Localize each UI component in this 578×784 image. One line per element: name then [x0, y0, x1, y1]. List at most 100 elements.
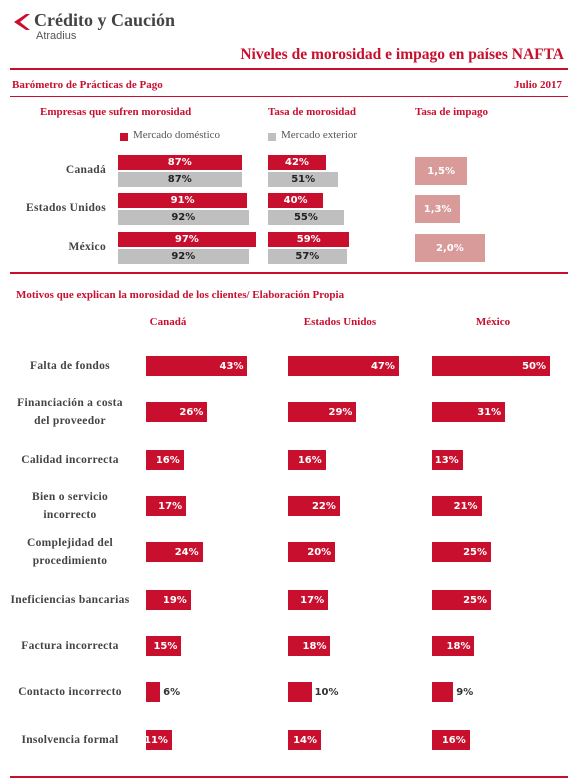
- value-label: 29%: [328, 406, 353, 418]
- bar: 10%: [288, 682, 339, 702]
- value-label: 92%: [171, 212, 196, 223]
- bar: 13%: [432, 450, 463, 470]
- value-label: 25%: [463, 546, 487, 558]
- bar: 18%: [288, 636, 331, 656]
- value-label: 92%: [171, 251, 196, 262]
- value-label: 87%: [167, 174, 192, 185]
- value-label: 16%: [155, 454, 180, 466]
- bar: 24%: [146, 542, 203, 562]
- bar: 31%: [432, 402, 506, 422]
- category-label: Factura incorrecta: [21, 640, 119, 652]
- bar: 25%: [432, 590, 491, 610]
- brand-sub: Atradius: [36, 30, 77, 42]
- value-label: 59%: [296, 234, 321, 245]
- category-label: Contacto incorrecto: [18, 686, 122, 698]
- category-label: Ineficiencias bancarias: [10, 594, 130, 606]
- value-label: 16%: [441, 734, 466, 746]
- value-label: 18%: [302, 640, 327, 652]
- column-title: México: [475, 316, 511, 328]
- bar: 25%: [432, 542, 491, 562]
- bar: 55%: [268, 210, 344, 225]
- bar: 20%: [288, 542, 336, 562]
- value-label: 18%: [446, 640, 471, 652]
- value-label: 91%: [170, 195, 195, 206]
- value-label: 26%: [179, 406, 204, 418]
- bar: 16%: [432, 730, 470, 750]
- bar: 17%: [146, 496, 187, 516]
- bar: 57%: [268, 249, 347, 264]
- category-label: Insolvencia formal: [21, 734, 119, 746]
- value-label: 9%: [456, 686, 474, 698]
- category-label: México: [68, 241, 106, 253]
- bar: 87%: [118, 155, 242, 170]
- legend-swatch: [268, 133, 276, 141]
- logo-mark: [14, 14, 30, 30]
- bar: 51%: [268, 172, 339, 187]
- bar: 15%: [146, 636, 182, 656]
- category-label: Calidad incorrecta: [21, 454, 119, 466]
- value-label: 15%: [153, 640, 178, 652]
- column-title: Tasa de morosidad: [268, 106, 357, 118]
- divider: [10, 776, 568, 778]
- value-label: 42%: [285, 157, 309, 168]
- value-label: 55%: [293, 212, 318, 223]
- divider: [10, 96, 568, 97]
- divider: [10, 68, 568, 70]
- bar: 91%: [118, 193, 248, 208]
- bar: 17%: [288, 590, 329, 610]
- bar: 18%: [432, 636, 475, 656]
- bar: 40%: [268, 193, 324, 208]
- category-label: Financiación a costa del proveedor: [17, 397, 123, 427]
- bar: 11%: [144, 730, 172, 750]
- value-label: 20%: [307, 546, 332, 558]
- category-label: Falta de fondos: [30, 360, 110, 372]
- column-title: Empresas que sufren morosidad: [40, 106, 192, 118]
- legend-label: Mercado exterior: [281, 129, 358, 141]
- bar: 16%: [146, 450, 184, 470]
- category-label: Canadá: [65, 164, 106, 176]
- bar: 14%: [288, 730, 322, 750]
- section-date: Julio 2017: [514, 79, 562, 91]
- value-label: 43%: [219, 360, 244, 372]
- value-label: 24%: [174, 546, 199, 558]
- legend-label: Mercado doméstico: [133, 129, 221, 141]
- value-label: 57%: [295, 251, 320, 262]
- value-label: 19%: [162, 594, 187, 606]
- value-label: 10%: [314, 686, 339, 698]
- category-label: Estados Unidos: [26, 202, 106, 214]
- bar: 1,3%: [415, 195, 461, 223]
- value-label: 51%: [291, 174, 316, 185]
- value-label: 13%: [434, 454, 459, 466]
- value-label: 14%: [293, 734, 318, 746]
- legend-swatch: [120, 133, 128, 141]
- value-label: 11%: [144, 734, 168, 746]
- column-title: Canadá: [149, 316, 187, 328]
- value-label: 25%: [463, 594, 487, 606]
- value-label: 31%: [477, 406, 502, 418]
- column-title: Estados Unidos: [303, 316, 377, 328]
- value-label: 17%: [158, 500, 183, 512]
- value-label: 22%: [311, 500, 336, 512]
- value-label: 1,5%: [427, 165, 456, 177]
- category-label: Complejidad del procedimiento: [27, 537, 113, 567]
- bar: 19%: [146, 590, 191, 610]
- bar: 9%: [432, 682, 473, 702]
- bar: 1,5%: [415, 157, 468, 185]
- bar: 97%: [118, 232, 256, 247]
- bar: 47%: [288, 356, 399, 376]
- brand: Crédito y Caución: [34, 10, 175, 30]
- value-label: 97%: [174, 234, 199, 245]
- value-label: 1,3%: [423, 203, 452, 215]
- bar: 26%: [146, 402, 208, 422]
- section-title: Barómetro de Prácticas de Pago: [12, 79, 163, 91]
- value-label: 50%: [522, 360, 546, 372]
- value-label: 16%: [297, 454, 322, 466]
- bar: 22%: [288, 496, 340, 516]
- bar: 43%: [146, 356, 248, 376]
- category-label: Bien o servicio incorrecto: [31, 491, 109, 521]
- section-title: Motivos que explican la morosidad de los…: [16, 289, 345, 301]
- value-label: 40%: [283, 195, 308, 206]
- bar: 92%: [118, 210, 249, 225]
- divider: [10, 272, 568, 274]
